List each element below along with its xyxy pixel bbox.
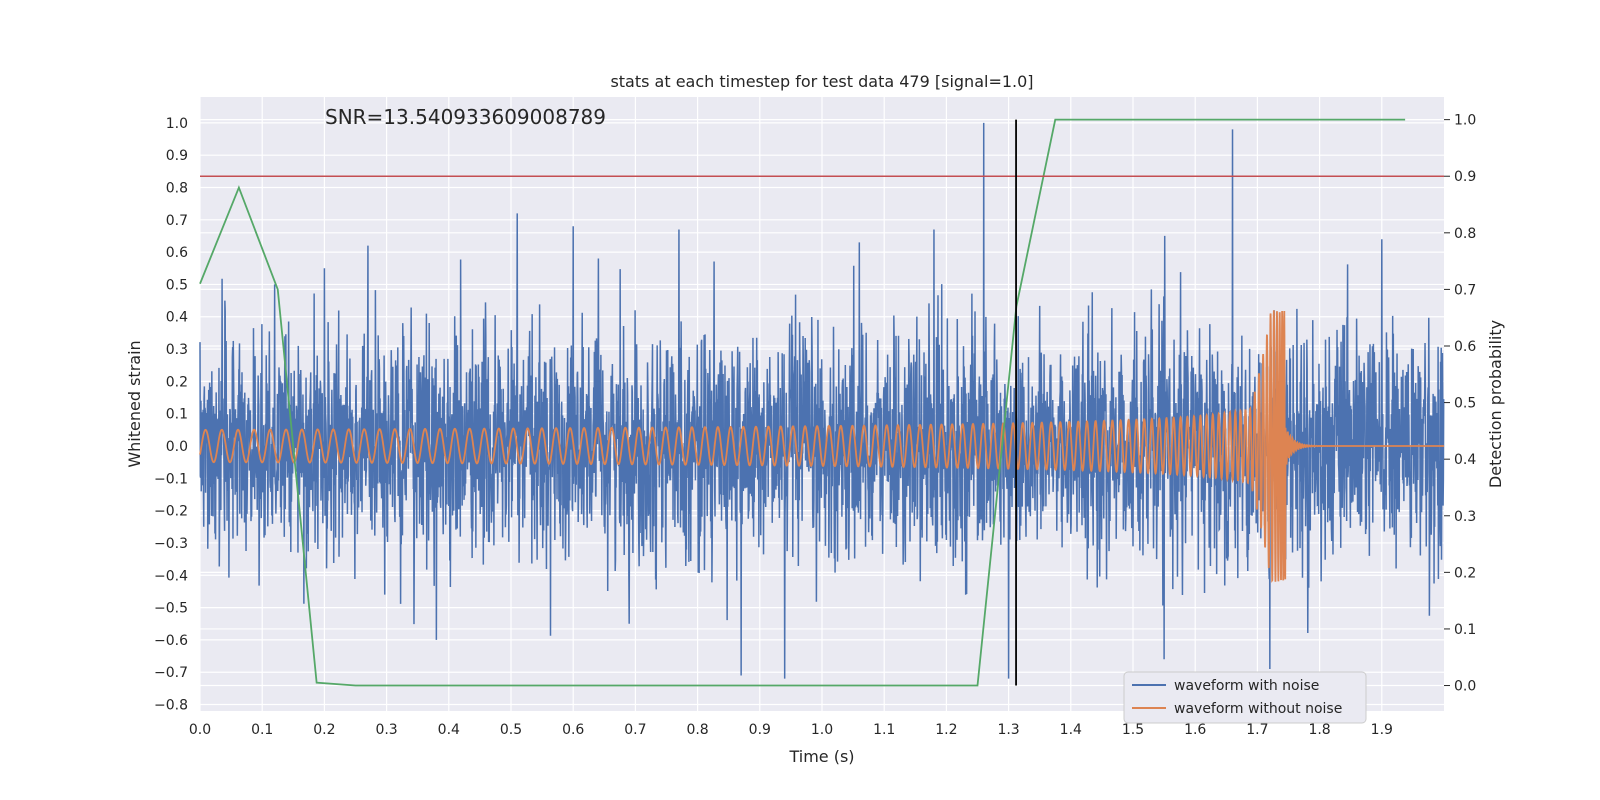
x-tick-label: 1.0 [811, 722, 833, 738]
x-tick-label: 0.3 [375, 722, 397, 738]
y-tick-label: −0.2 [154, 504, 188, 520]
legend-label-clean: waveform without noise [1174, 701, 1342, 717]
x-tick-label: 1.2 [935, 722, 957, 738]
x-tick-label: 0.4 [438, 722, 460, 738]
y-tick-label: −0.8 [154, 698, 188, 714]
x-tick-label: 1.3 [997, 722, 1019, 738]
x-tick-label: 0.2 [313, 722, 335, 738]
y-tick-label: −0.3 [154, 536, 188, 552]
x-tick-label: 1.6 [1184, 722, 1206, 738]
legend: waveform with noise waveform without noi… [1123, 671, 1367, 724]
y-tick-label: 0.9 [166, 148, 188, 164]
axis-ticks: 0.0 0.1 0.2 0.3 0.4 0.5 0.6 0.7 0.8 0.9 1.0 1.1 1.2 1… [154, 113, 1476, 738]
y-tick-label: 0.0 [166, 439, 188, 455]
series-detection-probability [199, 118, 1406, 687]
chart-title: stats at each timestep for test data 479… [610, 72, 1033, 91]
y-tick-label: 0.4 [166, 310, 188, 326]
y-tick-label: 1.0 [166, 116, 188, 132]
legend-label-noise: waveform with noise [1174, 678, 1319, 694]
y-tick-label: 0.5 [166, 277, 188, 293]
x-tick-label: 0.1 [251, 722, 273, 738]
x-tick-label: 1.1 [873, 722, 895, 738]
x-tick-label: 1.7 [1246, 722, 1268, 738]
y-tick-label: −0.5 [154, 601, 188, 617]
y-tick-label: −0.4 [154, 568, 188, 584]
x-tick-label: 1.8 [1308, 722, 1330, 738]
y-tick-label: −0.6 [154, 633, 188, 649]
x-tick-label: 0.6 [562, 722, 584, 738]
x-tick-label: 0.5 [500, 722, 522, 738]
y2-tick-label: 0.1 [1454, 622, 1476, 638]
y2-tick-label: 0.6 [1454, 339, 1476, 355]
y2-tick-label: 0.2 [1454, 565, 1476, 581]
snr-annotation: SNR=13.540933609008789 [325, 105, 606, 129]
y-tick-label: 0.8 [166, 180, 188, 196]
series-waveform-without-noise [199, 310, 1444, 583]
detection-probability-line [199, 118, 1406, 687]
x-tick-label: 0.9 [749, 722, 771, 738]
y2-tick-label: 0.5 [1454, 396, 1476, 412]
y2-tick-label: 1.0 [1454, 113, 1476, 129]
y-tick-label: 0.3 [166, 342, 188, 358]
y2-axis-label: Detection probability [1486, 320, 1505, 488]
y-tick-label: 0.7 [166, 213, 188, 229]
y2-tick-label: 0.0 [1454, 679, 1476, 695]
y-tick-label: 0.2 [166, 374, 188, 390]
x-tick-label: 1.9 [1371, 722, 1393, 738]
y-tick-label: 0.1 [166, 407, 188, 423]
legend-box [1123, 671, 1367, 724]
y2-tick-label: 0.3 [1454, 509, 1476, 525]
y-axis-label: Whitened strain [125, 340, 144, 467]
x-tick-label: 0.0 [189, 722, 211, 738]
y-tick-label: −0.1 [154, 471, 188, 487]
y2-tick-label: 0.9 [1454, 169, 1476, 185]
x-axis-label: Time (s) [788, 747, 854, 766]
x-tick-label: 0.8 [686, 722, 708, 738]
waveform-without-noise-line [199, 310, 1444, 583]
y2-tick-label: 0.8 [1454, 226, 1476, 242]
y-tick-label: −0.7 [154, 665, 188, 681]
y2-tick-label: 0.7 [1454, 282, 1476, 298]
y2-tick-label: 0.4 [1454, 452, 1476, 468]
reference-lines [200, 119, 1444, 686]
x-tick-label: 1.4 [1060, 722, 1082, 738]
y-tick-label: 0.6 [166, 245, 188, 261]
x-tick-label: 1.5 [1122, 722, 1144, 738]
x-tick-label: 0.7 [624, 722, 646, 738]
